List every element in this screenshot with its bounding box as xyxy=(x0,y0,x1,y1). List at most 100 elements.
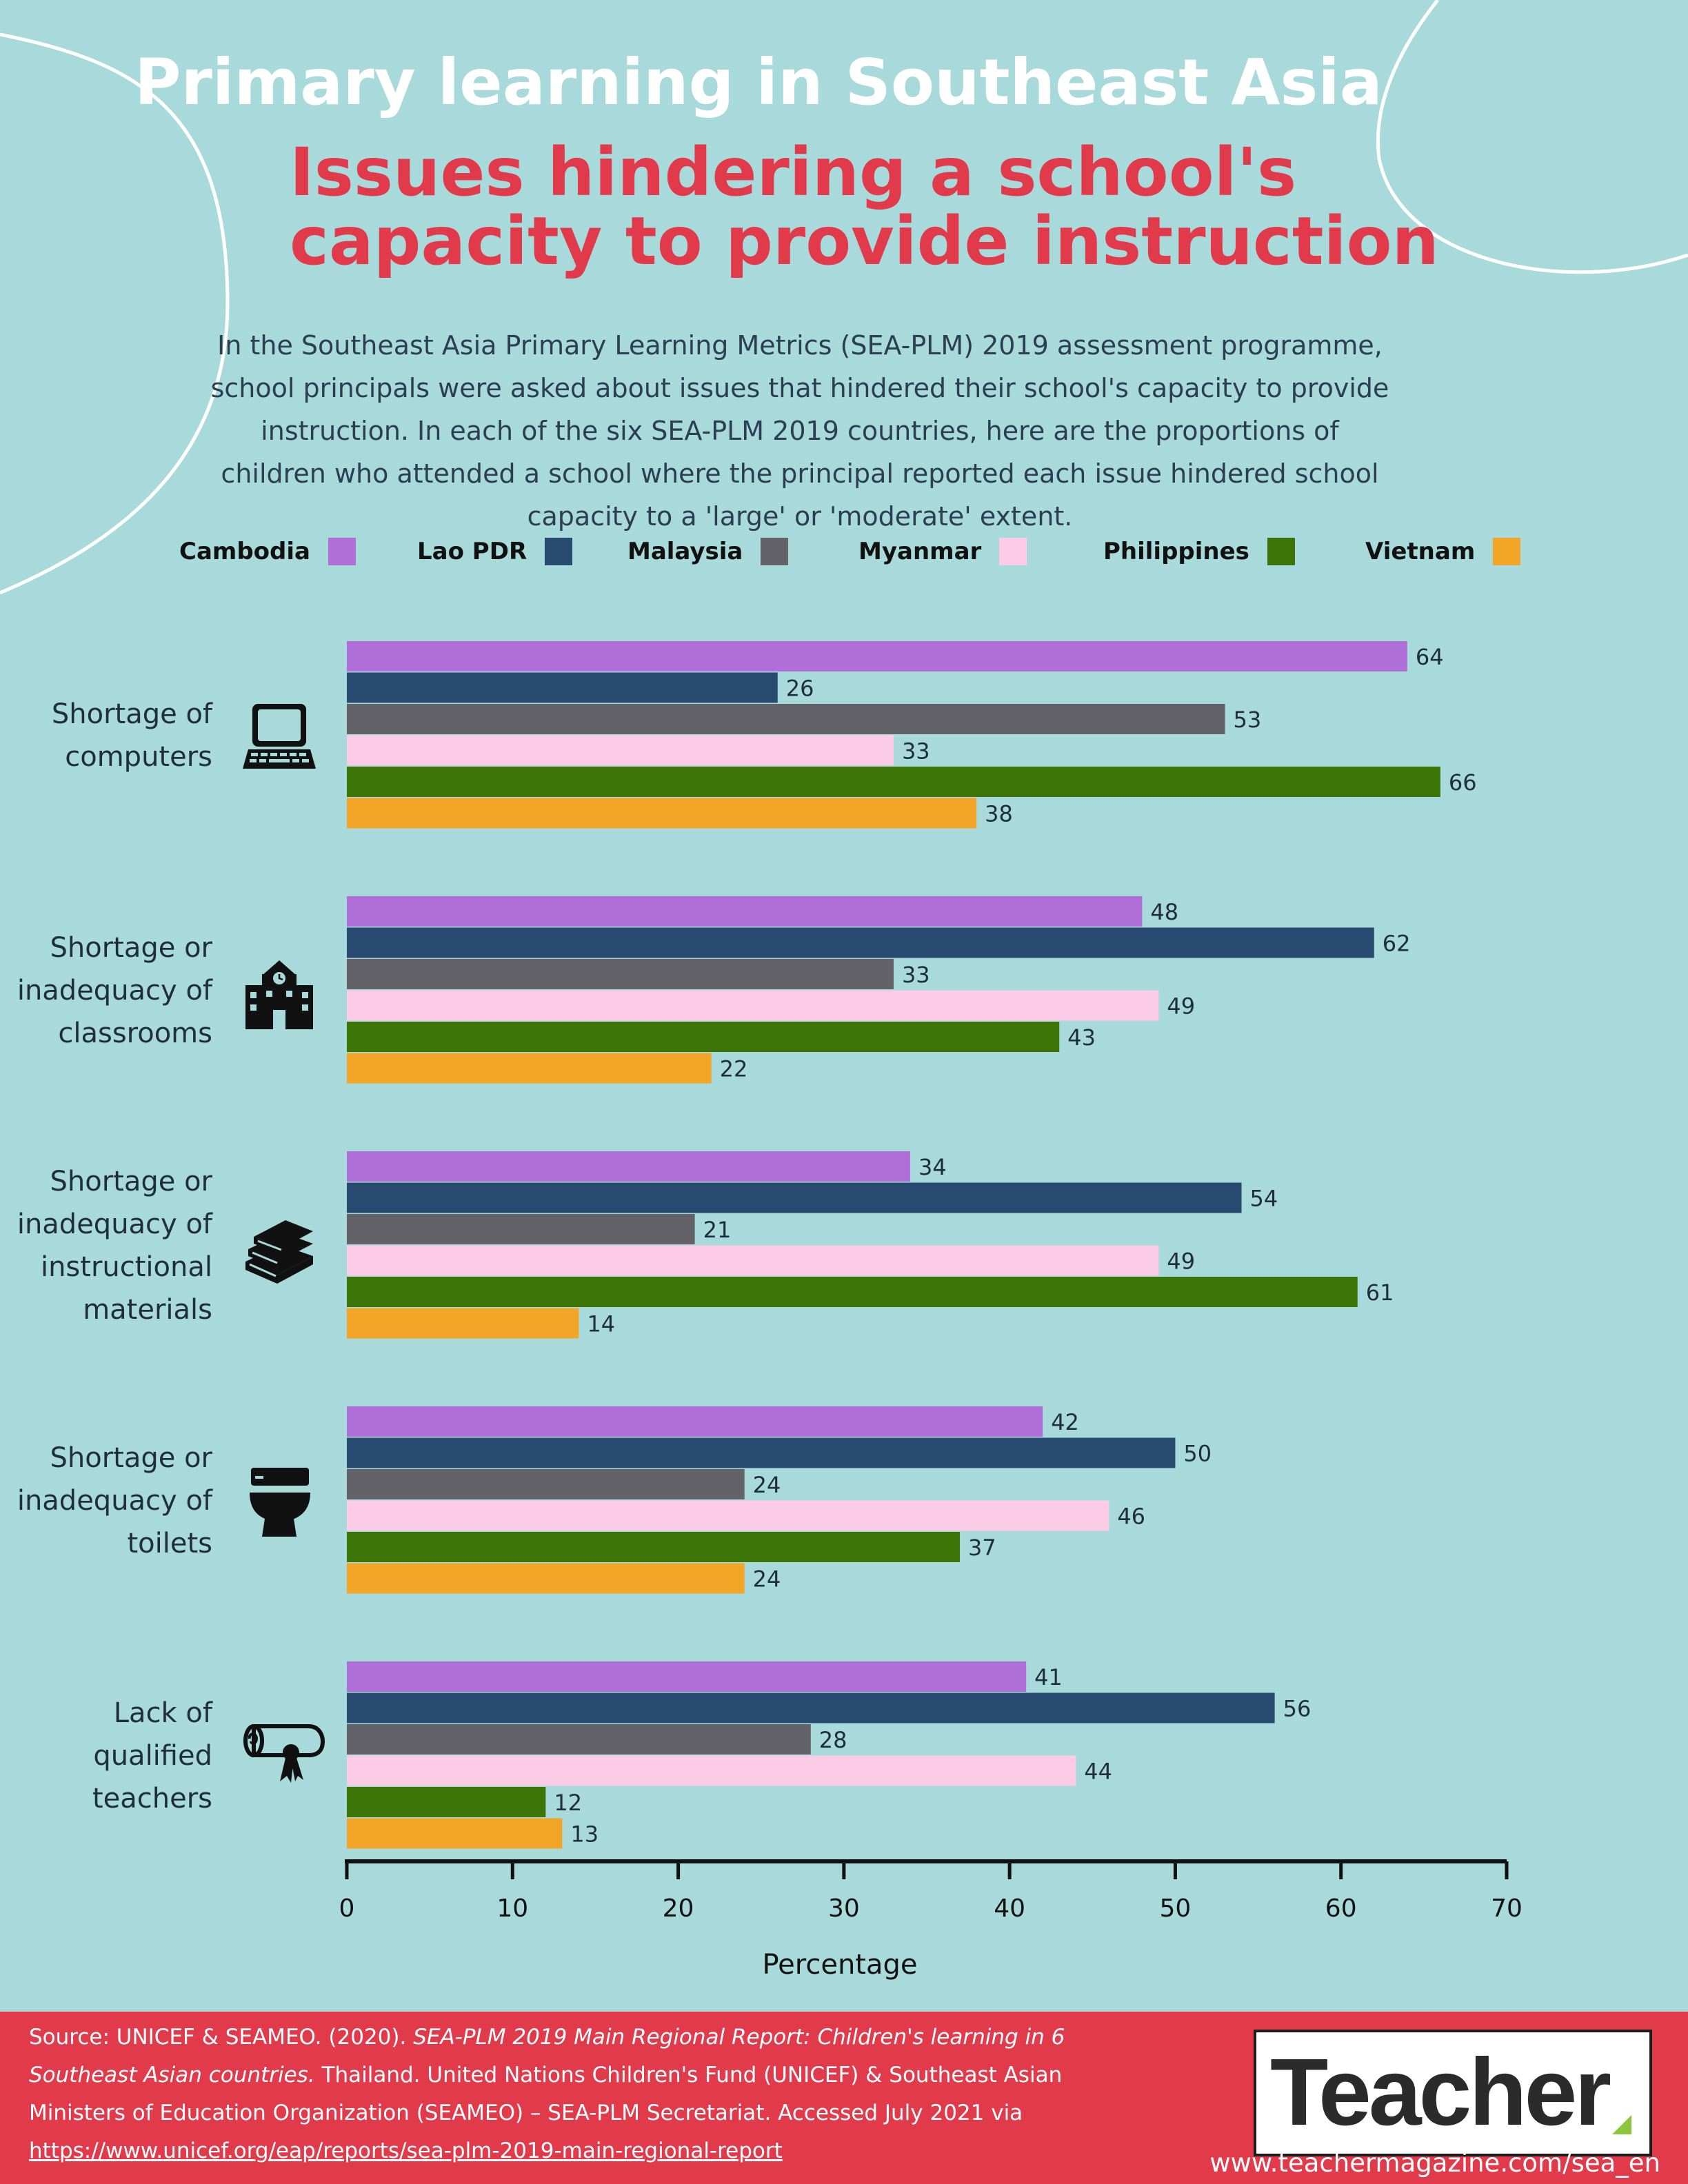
category-label-line: instructional xyxy=(40,1251,212,1283)
bar xyxy=(347,959,894,989)
legend-swatch xyxy=(1267,538,1295,565)
category-label: Shortage or inadequacy of classrooms xyxy=(17,927,212,1055)
bar-value-label: 49 xyxy=(1167,1248,1195,1275)
x-tick-label: 10 xyxy=(496,1894,528,1923)
category-label: Shortage or inadequacy of toilets xyxy=(17,1437,212,1565)
category-label: Lack of qualified teachers xyxy=(92,1692,212,1820)
bar xyxy=(347,1308,579,1339)
category-label-line: toilets xyxy=(127,1527,212,1559)
bar-value-label: 61 xyxy=(1366,1280,1394,1306)
category-label-line: inadequacy of xyxy=(17,1208,212,1240)
bar xyxy=(347,1214,695,1244)
bar-value-label: 28 xyxy=(819,1727,847,1753)
legend-swatch xyxy=(761,538,789,565)
source-link[interactable]: https://www.unicef.org/eap/reports/sea-p… xyxy=(29,2138,783,2163)
x-tick-label: 70 xyxy=(1491,1894,1523,1923)
source-title: SEA-PLM 2019 Main Regional Report: Child… xyxy=(29,2025,1065,2087)
legend-swatch xyxy=(328,538,356,565)
bar xyxy=(347,735,894,766)
bar xyxy=(347,1406,1043,1437)
bar-value-label: 24 xyxy=(753,1566,781,1593)
bar xyxy=(347,990,1159,1021)
legend-item: Philippines xyxy=(1103,538,1295,565)
bar xyxy=(347,1500,1109,1531)
bar-value-label: 38 xyxy=(985,801,1013,827)
bar-value-label: 12 xyxy=(554,1790,582,1816)
bar xyxy=(347,1692,1275,1723)
category-label: Shortage or inadequacy of instructional mat… xyxy=(17,1160,212,1331)
logo-text: Teacher xyxy=(1270,2039,1611,2145)
bar xyxy=(347,1151,910,1182)
bar xyxy=(347,896,1143,927)
bar-value-label: 24 xyxy=(753,1472,781,1498)
chart-legend: Cambodia Lao PDR Malaysia Myanmar Philippine… xyxy=(0,538,1688,572)
bar-value-label: 49 xyxy=(1167,993,1195,1020)
website-url[interactable]: www.teachermagazine.com/sea_en xyxy=(1209,2148,1660,2178)
category-label-line: Shortage of xyxy=(51,698,212,730)
category-label-line: Lack of xyxy=(113,1697,212,1729)
bar-value-label: 14 xyxy=(587,1311,615,1337)
decorative-curves xyxy=(0,0,1688,595)
bar xyxy=(347,767,1440,797)
category-label-line: qualified xyxy=(93,1739,212,1772)
bar-value-label: 62 xyxy=(1383,931,1411,957)
category-label-line: Shortage or xyxy=(50,931,213,964)
legend-swatch xyxy=(545,538,573,565)
legend-label: Malaysia xyxy=(627,538,743,565)
bar xyxy=(347,1469,745,1499)
footer: Source: UNICEF & SEAMEO. (2020). SEA-PLM… xyxy=(0,2012,1688,2184)
diploma-icon xyxy=(243,1724,325,1783)
bar-value-label: 48 xyxy=(1150,899,1178,925)
category-label-line: Shortage or xyxy=(50,1442,213,1474)
x-tick-label: 40 xyxy=(994,1894,1025,1923)
legend-item: Myanmar xyxy=(858,538,1027,565)
bar xyxy=(347,1755,1076,1786)
bar xyxy=(347,641,1407,671)
bar-value-label: 13 xyxy=(570,1821,599,1848)
bar-value-label: 33 xyxy=(902,738,930,765)
source-details: Thailand. United Nations Children's Fund… xyxy=(29,2063,1063,2125)
books-icon xyxy=(245,1220,313,1284)
intro-paragraph: In the Southeast Asia Primary Learning M… xyxy=(210,330,1389,532)
legend-swatch xyxy=(999,538,1027,565)
teacher-logo: Teacher xyxy=(1254,2030,1652,2156)
legend-label: Lao PDR xyxy=(417,538,528,565)
bar xyxy=(347,1437,1176,1468)
bar-value-label: 66 xyxy=(1449,769,1477,796)
bar-value-label: 64 xyxy=(1416,644,1444,670)
bar-chart: 64 26 53 33 66 38 48 62 33 49 43 22 34 54 21 49 61 14 42 50… xyxy=(339,641,1523,1981)
x-tick-label: 60 xyxy=(1325,1894,1357,1923)
school-building-icon xyxy=(245,960,313,1029)
bar-value-label: 42 xyxy=(1051,1409,1079,1435)
category-label-line: inadequacy of xyxy=(17,974,212,1007)
bar xyxy=(347,1182,1242,1213)
legend-label: Vietnam xyxy=(1365,538,1476,565)
category-label-line: teachers xyxy=(92,1782,212,1814)
bar xyxy=(347,798,977,829)
bar xyxy=(347,1787,546,1817)
bar-value-label: 44 xyxy=(1084,1759,1112,1785)
category-label-line: inadequacy of xyxy=(17,1484,212,1517)
bar-value-label: 33 xyxy=(902,962,930,988)
category-label-line: classrooms xyxy=(58,1017,212,1049)
bar xyxy=(347,704,1225,734)
legend-label: Cambodia xyxy=(179,538,310,565)
bar-value-label: 34 xyxy=(918,1154,947,1180)
legend-item: Lao PDR xyxy=(417,538,573,565)
bar-value-label: 43 xyxy=(1067,1024,1096,1051)
bar-value-label: 46 xyxy=(1117,1504,1145,1530)
bar xyxy=(347,927,1374,958)
legend-swatch xyxy=(1493,538,1521,565)
bar xyxy=(347,1563,745,1594)
bar xyxy=(347,1724,811,1755)
bar xyxy=(347,1532,961,1562)
legend-item: Cambodia xyxy=(179,538,356,565)
bar xyxy=(347,1022,1060,1052)
legend-item: Malaysia xyxy=(627,538,789,565)
source-prefix: Source: UNICEF & SEAMEO. (2020). xyxy=(29,2025,414,2050)
bar-value-label: 41 xyxy=(1034,1664,1063,1690)
category-label-line: computers xyxy=(65,740,212,773)
x-tick-label: 50 xyxy=(1160,1894,1192,1923)
bar-value-label: 56 xyxy=(1283,1696,1312,1722)
bar-value-label: 22 xyxy=(720,1056,748,1082)
